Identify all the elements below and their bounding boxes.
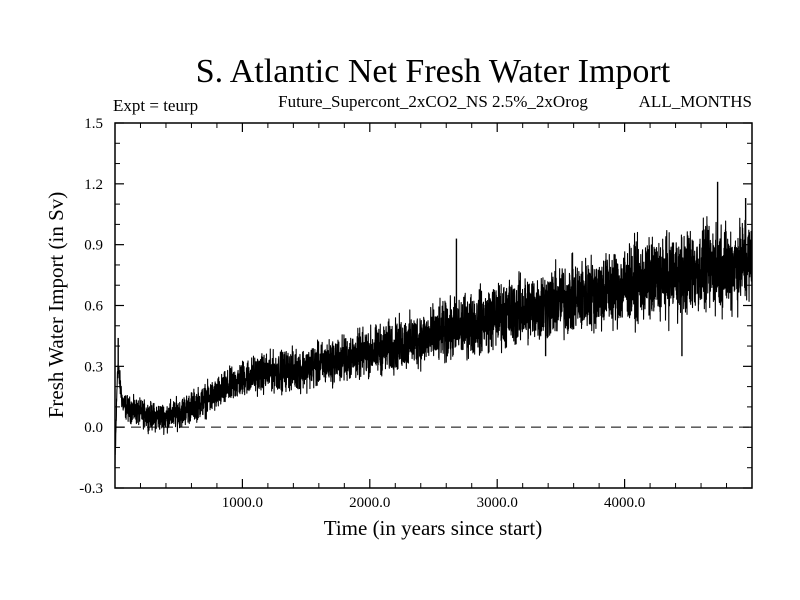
y-tick-label: -0.3 [79,481,103,497]
y-tick-label: 0.6 [84,299,103,315]
subtitle-experiment: Expt = teurp [113,96,198,115]
subtitle-run: Future_Supercont_2xCO2_NS 2.5%_2xOrog [278,92,588,111]
y-tick-label: 0.0 [84,420,103,436]
x-tick-label: 1000.0 [222,495,263,511]
plot-area [114,181,753,467]
y-tick-label: 0.9 [84,238,103,254]
x-tick-label: 4000.0 [604,495,645,511]
chart-title: S. Atlantic Net Fresh Water Import [196,53,671,90]
y-tick-label: 0.3 [84,359,103,375]
subtitle-months: ALL_MONTHS [639,92,752,111]
x-tick-label: 3000.0 [477,495,518,511]
x-axis-label: Time (in years since start) [324,516,543,540]
series-fresh-water-import [114,216,753,467]
y-axis: -0.3 0.0 0.3 0.6 0.9 1.2 1.5 [79,116,752,497]
y-axis-label: Fresh Water Import (in Sv) [44,192,68,419]
x-tick-label: 2000.0 [349,495,390,511]
y-tick-label: 1.5 [84,116,103,132]
plot-frame [114,122,753,489]
x-axis: 1000.0 2000.0 3000.0 4000.0 [139,123,728,511]
y-tick-label: 1.2 [84,177,103,193]
